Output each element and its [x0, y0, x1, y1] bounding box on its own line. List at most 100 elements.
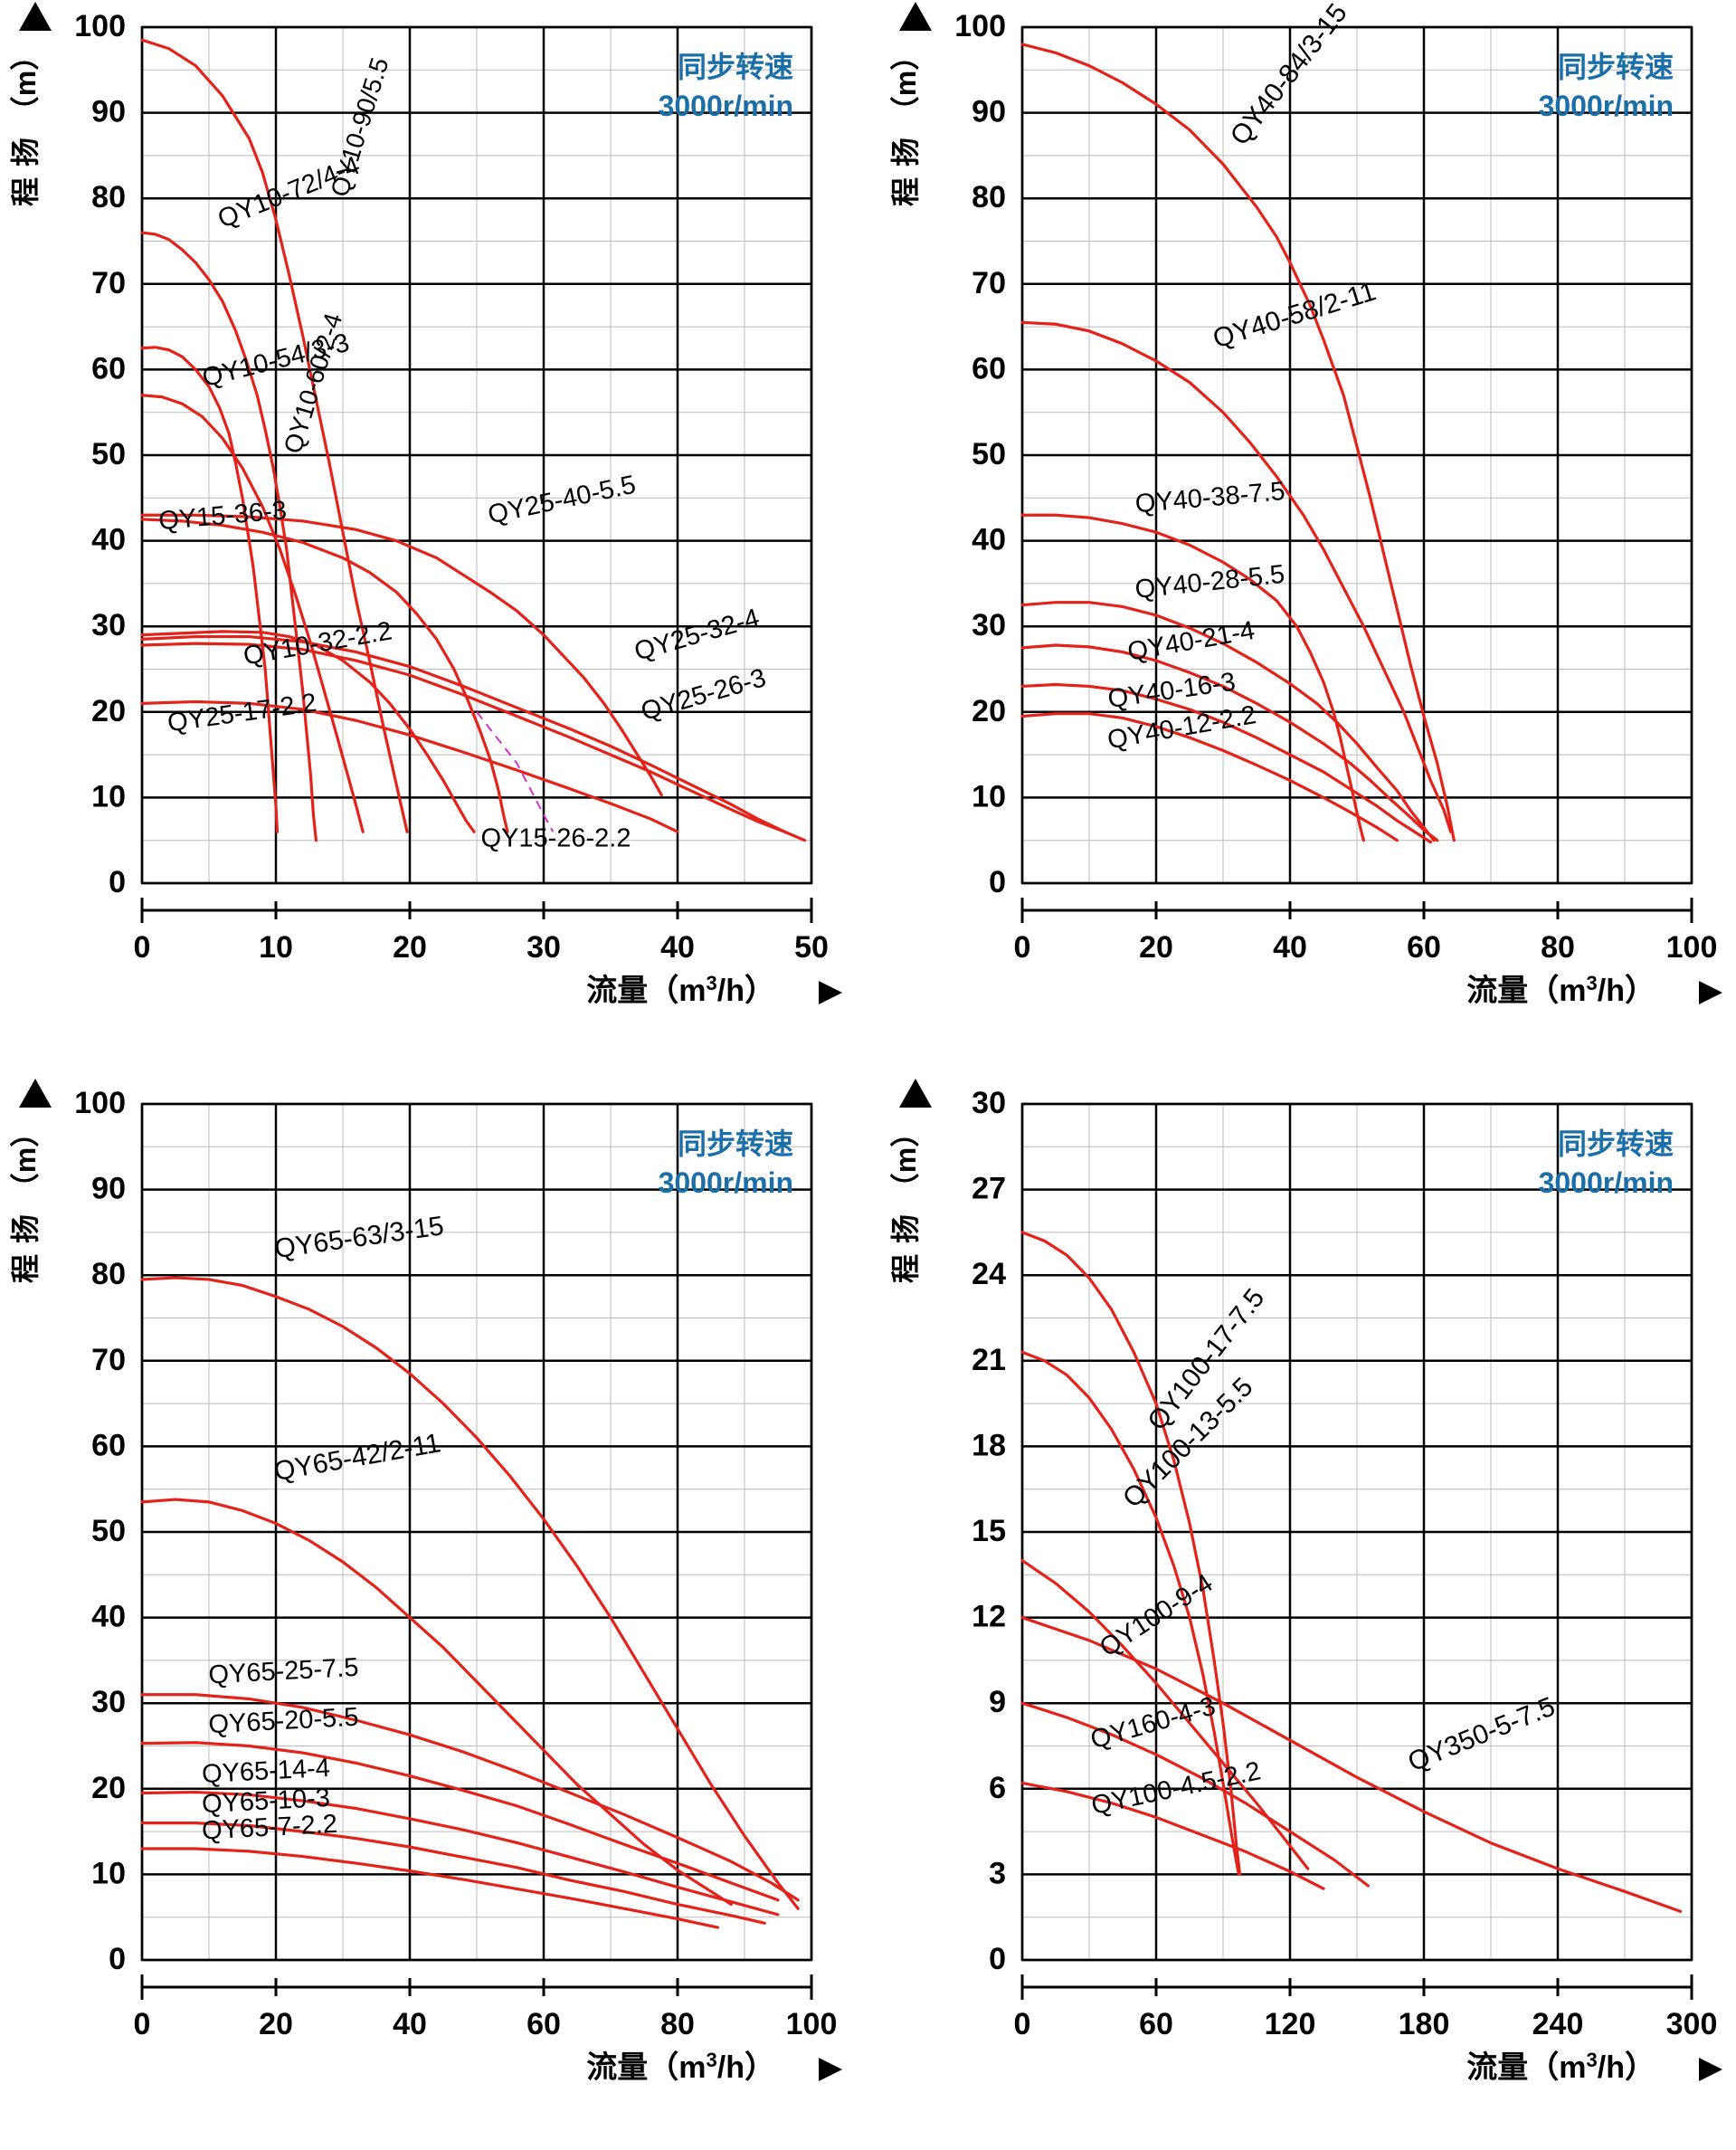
svg-text:QY40-21-4: QY40-21-4 — [1125, 616, 1257, 667]
svg-text:0: 0 — [109, 865, 126, 899]
svg-text:3000r/min: 3000r/min — [659, 90, 793, 122]
svg-text:QY40-58/2-11: QY40-58/2-11 — [1210, 276, 1380, 354]
svg-text:80: 80 — [91, 180, 126, 214]
svg-text:0: 0 — [989, 865, 1006, 899]
svg-text:流量（m3/h）: 流量（m3/h） — [586, 2049, 775, 2086]
svg-text:300: 300 — [1666, 2007, 1718, 2041]
svg-text:0: 0 — [1014, 930, 1031, 965]
svg-text:100: 100 — [954, 9, 1006, 43]
svg-text:流量（m3/h）: 流量（m3/h） — [1466, 2049, 1655, 2086]
svg-text:18: 18 — [972, 1428, 1006, 1462]
svg-text:50: 50 — [91, 1514, 126, 1548]
svg-text:27: 27 — [972, 1172, 1006, 1206]
svg-text:60: 60 — [1139, 2007, 1173, 2041]
svg-text:10: 10 — [259, 930, 293, 965]
svg-text:20: 20 — [1139, 930, 1173, 965]
svg-text:90: 90 — [972, 95, 1006, 129]
svg-text:50: 50 — [972, 437, 1006, 471]
svg-text:3: 3 — [989, 1856, 1006, 1890]
svg-text:24: 24 — [972, 1257, 1006, 1291]
svg-text:（m）: （m） — [9, 42, 42, 125]
svg-text:21: 21 — [972, 1343, 1006, 1377]
svg-text:60: 60 — [91, 351, 126, 385]
svg-text:程: 程 — [889, 177, 922, 206]
svg-text:100: 100 — [786, 2007, 838, 2041]
svg-text:0: 0 — [134, 930, 151, 965]
svg-text:QY65-7-2.2: QY65-7-2.2 — [201, 1810, 337, 1846]
svg-text:40: 40 — [1273, 930, 1307, 965]
svg-text:程: 程 — [9, 1254, 42, 1283]
svg-text:50: 50 — [794, 930, 829, 965]
svg-text:100: 100 — [1666, 930, 1718, 965]
svg-text:QY65-20-5.5: QY65-20-5.5 — [208, 1703, 359, 1740]
svg-text:80: 80 — [91, 1257, 126, 1291]
svg-text:90: 90 — [91, 95, 126, 129]
svg-text:60: 60 — [526, 2007, 561, 2041]
svg-text:（m）: （m） — [889, 1118, 922, 1202]
svg-text:100: 100 — [74, 1086, 126, 1120]
svg-text:10: 10 — [91, 1856, 126, 1890]
svg-text:60: 60 — [1407, 930, 1441, 965]
svg-text:30: 30 — [91, 1685, 126, 1719]
svg-text:40: 40 — [91, 1600, 126, 1634]
svg-text:20: 20 — [972, 694, 1006, 728]
svg-text:同步转速: 同步转速 — [678, 51, 793, 83]
svg-text:同步转速: 同步转速 — [1558, 1127, 1674, 1160]
svg-text:30: 30 — [972, 608, 1006, 642]
svg-text:扬: 扬 — [889, 1214, 922, 1243]
svg-text:10: 10 — [91, 779, 126, 813]
svg-text:QY25-40-5.5: QY25-40-5.5 — [486, 471, 639, 530]
svg-text:6: 6 — [989, 1771, 1006, 1805]
svg-text:60: 60 — [91, 1428, 126, 1462]
svg-text:80: 80 — [660, 2007, 695, 2041]
svg-text:（m）: （m） — [9, 1118, 42, 1202]
svg-text:40: 40 — [660, 930, 695, 965]
svg-text:30: 30 — [91, 608, 126, 642]
svg-text:0: 0 — [989, 1942, 1006, 1976]
svg-text:20: 20 — [91, 694, 126, 728]
svg-text:20: 20 — [259, 2007, 293, 2041]
svg-text:60: 60 — [972, 351, 1006, 385]
svg-text:同步转速: 同步转速 — [678, 1127, 793, 1160]
svg-text:流量（m3/h）: 流量（m3/h） — [1466, 972, 1655, 1009]
svg-text:30: 30 — [972, 1086, 1006, 1120]
svg-text:QY15-26-2.2: QY15-26-2.2 — [480, 823, 631, 852]
svg-text:流量（m3/h）: 流量（m3/h） — [586, 972, 775, 1009]
svg-text:QY160-4-3: QY160-4-3 — [1087, 1692, 1219, 1755]
svg-text:40: 40 — [972, 523, 1006, 557]
svg-text:240: 240 — [1532, 2007, 1584, 2041]
svg-text:50: 50 — [91, 437, 126, 471]
svg-text:70: 70 — [972, 266, 1006, 300]
svg-text:3000r/min: 3000r/min — [1539, 1166, 1674, 1199]
svg-text:QY65-63/3-15: QY65-63/3-15 — [272, 1211, 445, 1264]
svg-text:0: 0 — [109, 1942, 126, 1976]
svg-text:QY25-32-4: QY25-32-4 — [631, 604, 763, 667]
svg-text:70: 70 — [91, 266, 126, 300]
svg-text:扬: 扬 — [9, 1214, 42, 1243]
svg-text:180: 180 — [1399, 2007, 1450, 2041]
svg-text:40: 40 — [91, 523, 126, 557]
svg-text:80: 80 — [1541, 930, 1575, 965]
svg-text:15: 15 — [972, 1514, 1006, 1548]
svg-text:QY15-36-3: QY15-36-3 — [157, 496, 288, 536]
svg-text:0: 0 — [1014, 2007, 1031, 2041]
svg-text:70: 70 — [91, 1343, 126, 1377]
svg-text:QY25-17-2.2: QY25-17-2.2 — [166, 689, 318, 738]
svg-text:程: 程 — [9, 177, 42, 206]
svg-text:扬: 扬 — [889, 138, 922, 166]
svg-text:40: 40 — [393, 2007, 427, 2041]
svg-text:20: 20 — [91, 1771, 126, 1805]
svg-text:3000r/min: 3000r/min — [659, 1166, 793, 1199]
svg-text:0: 0 — [134, 2007, 151, 2041]
svg-text:扬: 扬 — [9, 138, 42, 166]
svg-text:同步转速: 同步转速 — [1558, 51, 1674, 83]
svg-text:100: 100 — [74, 9, 126, 43]
svg-text:120: 120 — [1265, 2007, 1316, 2041]
svg-text:3000r/min: 3000r/min — [1539, 90, 1674, 122]
svg-text:QY350-5-7.5: QY350-5-7.5 — [1404, 1691, 1560, 1777]
svg-text:（m）: （m） — [889, 42, 922, 125]
svg-text:QY10-60/2-4: QY10-60/2-4 — [279, 309, 348, 456]
svg-text:QY65-25-7.5: QY65-25-7.5 — [208, 1653, 359, 1690]
svg-text:90: 90 — [91, 1172, 126, 1206]
svg-text:程: 程 — [889, 1254, 922, 1283]
